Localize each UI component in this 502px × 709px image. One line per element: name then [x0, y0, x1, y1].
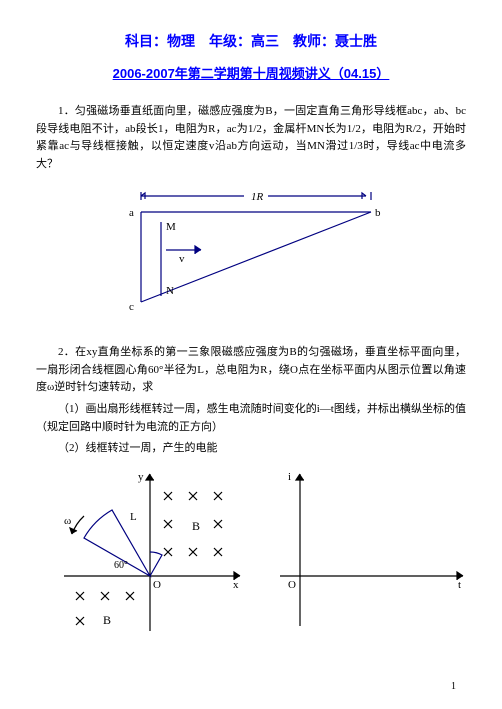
label-x: x: [233, 579, 239, 591]
title-sub: 2006-2007年第二学期第十周视频讲义（04.15）: [36, 64, 466, 85]
label-c: c: [129, 301, 134, 313]
problem-1-text: 1．匀强磁场垂直纸面向里，磁感应强度为B，一固定直角三角形导线框abc，ab、b…: [36, 103, 466, 173]
diagram-1: 1R a b c M N v: [36, 182, 466, 329]
label-B2: B: [103, 613, 111, 627]
label-60: 60°: [114, 560, 128, 571]
title-main: 科目：物理 年级：高三 教师：聂士胜: [36, 30, 466, 52]
diagram-2: ω L 60° x y O B B t i O: [50, 466, 466, 643]
label-L: L: [130, 511, 137, 523]
label-y: y: [138, 471, 144, 483]
label-v: v: [179, 253, 185, 265]
label-a: a: [129, 207, 134, 219]
problem-2-intro: 2．在xy直角坐标系的第一三象限磁感应强度为B的匀强磁场，垂直坐标平面向里，一扇…: [36, 344, 466, 397]
label-B1: B: [192, 519, 200, 533]
label-i: i: [288, 471, 291, 483]
page-number: 1: [451, 679, 456, 695]
problem-2-q1: （1）画出扇形线框转过一周，感生电流随时间变化的i—t图线，并标出横纵坐标的值（…: [36, 401, 466, 436]
label-N: N: [166, 285, 174, 297]
label-b: b: [375, 207, 381, 219]
label-M: M: [166, 221, 176, 233]
label-omega: ω: [64, 515, 71, 527]
label-O-left: O: [153, 579, 161, 591]
problem-2-q2: （2）线框转过一周，产生的电能: [36, 440, 466, 458]
label-t: t: [458, 579, 461, 591]
label-1R: 1R: [251, 191, 264, 203]
label-O-right: O: [288, 579, 296, 591]
